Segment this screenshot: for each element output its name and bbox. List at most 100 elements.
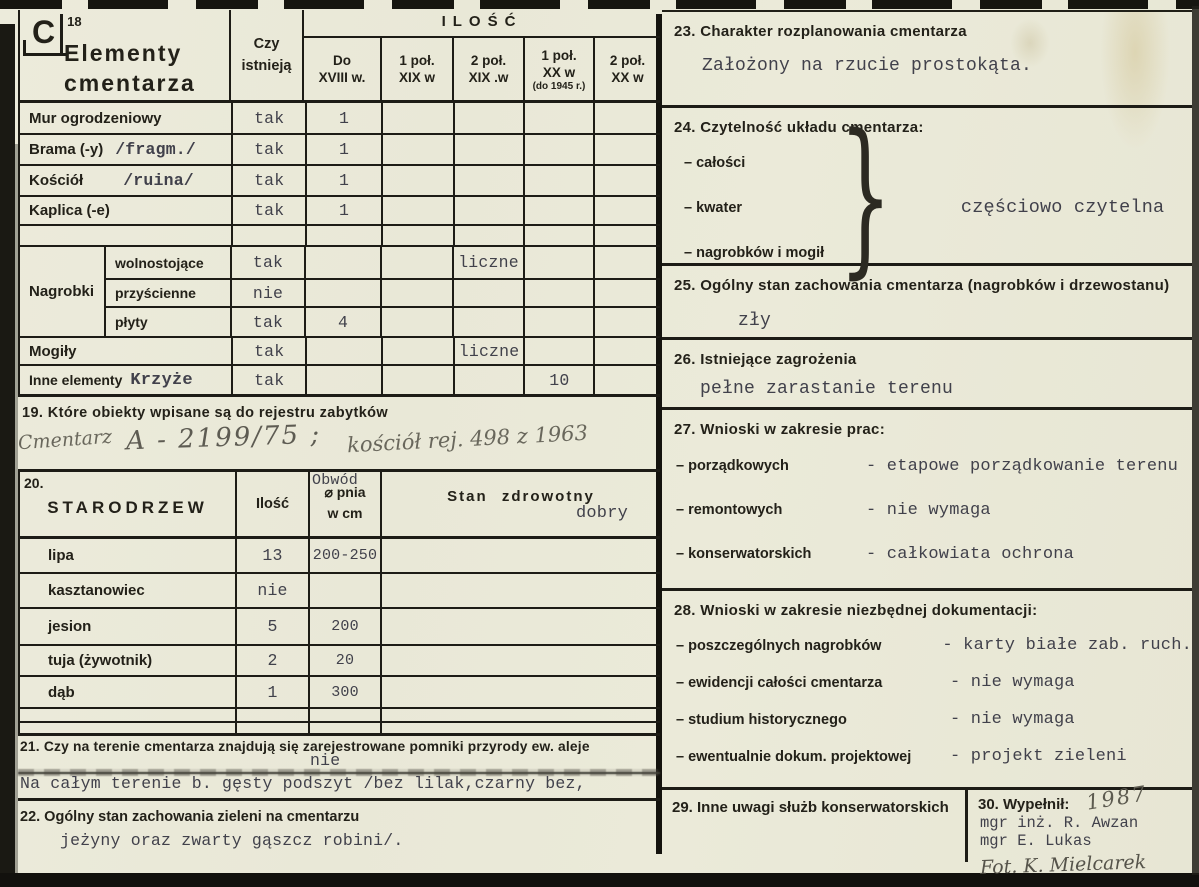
qty-cell xyxy=(593,135,660,164)
qty-cell xyxy=(523,247,593,278)
column-header-health: Stan zdrowotny dobry xyxy=(380,472,660,536)
qty-cell xyxy=(523,338,593,364)
section-24-item: – kwater xyxy=(684,199,743,216)
qty-cell xyxy=(452,166,524,195)
tree-row: dąb 1 300 xyxy=(20,677,660,709)
column-header-period-1: Do XVIII w. xyxy=(318,53,366,85)
section-19: 19. Które obiekty wpisane są do rejestru… xyxy=(17,397,660,469)
row-note-typed: /ruina/ xyxy=(123,171,194,190)
qty-cell: 1 xyxy=(305,166,381,195)
exists-value: tak xyxy=(230,247,304,278)
tree-girth: 20 xyxy=(308,646,380,675)
section-27-item: – porządkowych - etapowe porządkowanie t… xyxy=(676,456,1179,476)
qty-cell xyxy=(452,308,523,336)
section-22-answer: jeżyny oraz zwarty gąszcz robini/. xyxy=(60,831,404,850)
table-title-line2: cmentarza xyxy=(64,70,196,96)
qty-cell xyxy=(452,366,524,394)
section-30: 30. Wypełnił: 1987 mgr inż. R. Awzan mgr… xyxy=(968,781,1192,879)
tree-girth: 200-250 xyxy=(308,539,380,572)
section-19-label: 19. Które obiekty wpisane są do rejestru… xyxy=(22,405,389,421)
row-label: Brama (-y) xyxy=(29,141,104,158)
brace-icon xyxy=(839,136,892,275)
row-note-typed: Krzyże xyxy=(130,370,193,390)
section-21-answer-nie: nie xyxy=(310,751,341,770)
qty-cell xyxy=(593,166,660,195)
form-number: 18 xyxy=(67,14,82,29)
table-row: Mogiły tak liczne xyxy=(20,338,660,366)
section-28-item: – ewentualnie dokum. projektowej - proje… xyxy=(676,747,1127,766)
scan-edge-left xyxy=(0,24,18,887)
section-29-30: 29. Inne uwagi służb konserwatorskich 30… xyxy=(662,781,1192,879)
table-title: Elementy cmentarza xyxy=(64,38,196,98)
row-note-typed: /fragm./ xyxy=(115,140,197,159)
center-divider-line xyxy=(656,14,662,854)
table-row: Mur ogrodzeniowy tak 1 xyxy=(20,103,660,135)
table-row: płyty tak 4 xyxy=(106,308,660,336)
health-value-typed: dobry xyxy=(575,504,628,523)
qty-cell xyxy=(593,308,660,336)
section-28-label: 28. Wnioski w zakresie niezbędnej dokume… xyxy=(674,602,1038,619)
column-header-period-2: 1 poł. XIX w xyxy=(380,38,452,100)
section-29: 29. Inne uwagi służb konserwatorskich xyxy=(662,790,968,862)
qty-cell: liczne xyxy=(452,338,524,364)
paper-stain xyxy=(1010,18,1050,68)
table-row: Kaplica (-e) tak 1 xyxy=(20,197,660,226)
tree-name: lipa xyxy=(48,547,74,564)
column-header-exists: Czy istnieją xyxy=(229,10,302,100)
exists-value: tak xyxy=(231,135,305,164)
section-27-item: – remontowych - nie wymaga xyxy=(676,500,991,520)
section-27-label: 27. Wnioski w zakresie prac: xyxy=(674,421,885,438)
tree-row: kasztanowiec nie xyxy=(20,574,660,609)
row-label: Inne elementy xyxy=(29,372,123,388)
section-21: 21. Czy na terenie cmentarza znajdują si… xyxy=(18,736,660,801)
section-24: 24. Czytelność układu cmentarza: – całoś… xyxy=(662,108,1192,266)
qty-cell xyxy=(380,135,453,164)
section-25: 25. Ogólny stan zachowania cmentarza (na… xyxy=(662,266,1192,340)
old-trees-title: STARODRZEW xyxy=(47,498,208,517)
qty-cell xyxy=(523,197,593,224)
tree-row: tuja (żywotnik) 2 20 xyxy=(20,646,660,677)
section-27-item: – konserwatorskich - całkowiata ochrona xyxy=(676,544,1075,564)
qty-cell xyxy=(380,197,453,224)
elements-title-cell: C 18 Elementy cmentarza xyxy=(20,10,229,100)
column-header-period-5: 2 poł. XX w xyxy=(593,38,660,100)
qty-cell xyxy=(380,247,452,278)
sub-row-label: płyty xyxy=(115,314,148,330)
section-26-answer: pełne zarastanie terenu xyxy=(700,379,954,399)
scan-edge-top xyxy=(0,0,1199,9)
qty-cell xyxy=(593,103,660,133)
section-30-filler-name-1: mgr inż. R. Awzan xyxy=(980,814,1139,832)
qty-cell: 1 xyxy=(305,197,381,224)
tree-row: lipa 13 200-250 xyxy=(20,539,660,574)
qty-cell: 10 xyxy=(523,366,593,394)
section-28-item: – studium historycznego - nie wymaga xyxy=(676,710,1075,729)
qty-cell xyxy=(523,280,593,306)
exists-value: tak xyxy=(231,338,305,364)
section-24-item: – całości xyxy=(684,154,746,171)
qty-cell xyxy=(452,135,524,164)
section-24-items: – całości – kwater – nagrobków i mogił xyxy=(684,140,824,275)
column-header-qty: Ilość xyxy=(235,472,308,536)
table-row: przyścienne nie xyxy=(106,280,660,308)
tree-girth: 200 xyxy=(308,609,380,644)
qty-cell xyxy=(380,338,453,364)
tree-name: jesion xyxy=(48,618,92,635)
tree-name: kasztanowiec xyxy=(48,582,145,599)
section-28-item: – ewidencji całości cmentarza - nie wyma… xyxy=(676,673,1075,692)
nagrobki-group: Nagrobki wolnostojące tak liczne przyści… xyxy=(20,247,660,338)
section-30-label: 30. Wypełnił: xyxy=(978,796,1070,813)
section-26-label: 26. Istniejące zagrożenia xyxy=(674,351,857,368)
section-26: 26. Istniejące zagrożenia pełne zarastan… xyxy=(662,340,1192,410)
section-22-label: 22. Ogólny stan zachowania zieleni na cm… xyxy=(20,809,360,825)
left-column: C 18 Elementy cmentarza Czy istnieją ILOŚ… xyxy=(17,10,660,881)
qty-cell xyxy=(304,280,380,306)
qty-cell: 1 xyxy=(305,135,381,164)
exists-value: tak xyxy=(231,103,305,133)
row-label: Mur ogrodzeniowy xyxy=(29,109,162,127)
qty-cell xyxy=(380,166,453,195)
quantity-group-title: ILOŚĆ xyxy=(304,10,660,38)
section-23-label: 23. Charakter rozplanowania cmentarza xyxy=(674,23,967,40)
column-header-period-4: 1 poł. XX w (do 1945 r.) xyxy=(523,38,593,100)
qty-cell xyxy=(593,338,660,364)
